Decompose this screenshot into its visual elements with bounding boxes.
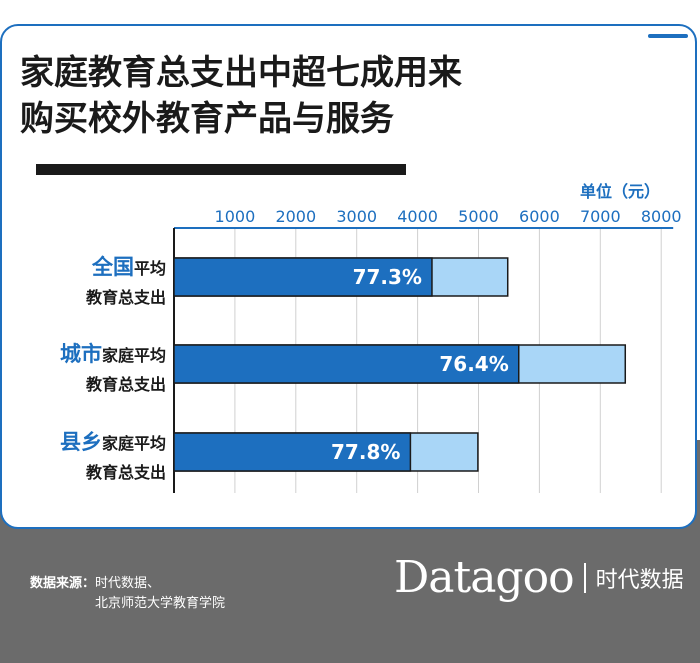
bar-share bbox=[173, 257, 433, 297]
source-label: 数据来源： bbox=[30, 576, 96, 591]
category-label: 县乡家庭平均 bbox=[60, 430, 166, 454]
category-label-line2: 教育总支出 bbox=[86, 463, 166, 482]
title-line-1: 家庭教育总支出中超七成用来 bbox=[20, 53, 462, 93]
brand-cn-name: 时代数据 bbox=[595, 567, 684, 593]
category-label-line2: 教育总支出 bbox=[86, 375, 166, 394]
x-tick-label: 1000 bbox=[215, 207, 256, 226]
x-tick-label: 4000 bbox=[397, 207, 438, 226]
x-tick-label: 5000 bbox=[458, 207, 499, 226]
card-accent-line bbox=[648, 34, 688, 38]
brand-separator bbox=[583, 562, 586, 593]
category-label-bold: 县乡 bbox=[60, 430, 102, 454]
category-label-rest: 平均 bbox=[134, 259, 166, 278]
category-label-bold: 全国 bbox=[91, 255, 134, 279]
chart-title: 家庭教育总支出中超七成用来 购买校外教育产品与服务 bbox=[20, 50, 500, 142]
title-underline bbox=[36, 164, 406, 175]
category-label: 全国平均 bbox=[91, 255, 166, 279]
category-label-line2: 教育总支出 bbox=[86, 288, 166, 307]
category-label-rest: 家庭平均 bbox=[102, 346, 166, 365]
category-label-bold: 城市 bbox=[60, 342, 102, 366]
data-source: 数据来源：时代数据、 北京师范大学教育学院 bbox=[30, 574, 225, 614]
x-tick-label: 2000 bbox=[275, 207, 316, 226]
bar-chart: 单位（元） 1000 2000 3000 4000 5000 6000 7000 8000 77.… bbox=[60, 182, 682, 493]
bar-share bbox=[173, 432, 412, 472]
x-tick-label: 8000 bbox=[641, 207, 682, 226]
title-line-2: 购买校外教育产品与服务 bbox=[20, 99, 394, 139]
bar-data-label: 77.8% bbox=[331, 440, 400, 464]
x-tick-label: 6000 bbox=[519, 207, 560, 226]
category-label-rest: 家庭平均 bbox=[102, 434, 166, 453]
category-label: 城市家庭平均 bbox=[60, 342, 166, 366]
bar-data-label: 76.4% bbox=[439, 352, 508, 376]
x-tick-label: 7000 bbox=[580, 207, 621, 226]
bar-share bbox=[173, 344, 520, 384]
source-line-1: 时代数据、 bbox=[95, 576, 161, 591]
brand-logo: Datagoo 时代数据 bbox=[394, 552, 684, 603]
unit-label: 单位（元） bbox=[580, 182, 660, 201]
source-line-2: 北京师范大学教育学院 bbox=[95, 596, 226, 611]
x-tick-label: 3000 bbox=[336, 207, 377, 226]
brand-name: Datagoo bbox=[394, 552, 575, 603]
bar-data-label: 77.3% bbox=[353, 265, 422, 289]
